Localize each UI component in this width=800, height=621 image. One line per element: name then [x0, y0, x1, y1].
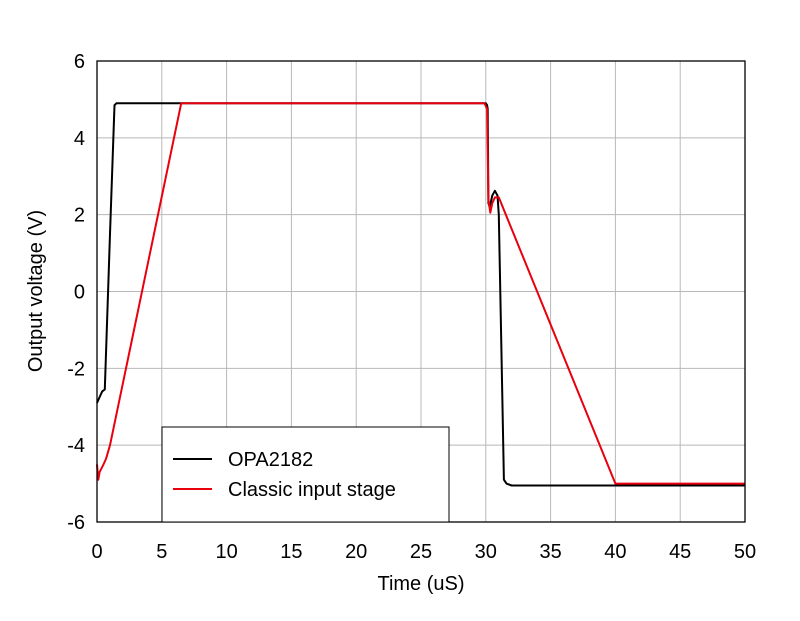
- y-tick-labels: -6 -4 -2 0 2 4 6: [67, 51, 85, 534]
- x-tick-label: 15: [280, 541, 302, 563]
- x-tick-label: 50: [734, 541, 756, 563]
- x-axis-label: Time (uS): [377, 573, 464, 595]
- y-tick-label: -4: [67, 435, 85, 457]
- x-tick-label: 0: [91, 541, 102, 563]
- x-tick-label: 35: [539, 541, 561, 563]
- legend: OPA2182 Classic input stage: [161, 426, 450, 523]
- series-line-classic-input-stage: [96, 102, 745, 485]
- series-layer: [96, 102, 745, 487]
- y-tick-label: 4: [74, 128, 85, 150]
- y-tick-label: -2: [67, 358, 85, 380]
- x-tick-label: 25: [410, 541, 432, 563]
- y-tick-label: 2: [74, 205, 85, 227]
- x-tick-label: 45: [669, 541, 691, 563]
- x-tick-label: 10: [215, 541, 237, 563]
- x-tick-label: 30: [475, 541, 497, 563]
- x-tick-label: 20: [345, 541, 367, 563]
- legend-box: [161, 426, 450, 523]
- y-tick-label: -6: [67, 512, 85, 534]
- y-tick-label: 0: [74, 282, 85, 304]
- x-tick-labels: 0 5 10 15 20 25 30 35 40 45 50: [91, 541, 756, 563]
- y-axis-label: Output voltage (V): [25, 210, 47, 372]
- legend-label-classic-input-stage: Classic input stage: [228, 479, 396, 501]
- legend-label-opa2182: OPA2182: [228, 449, 313, 471]
- x-tick-label: 5: [156, 541, 167, 563]
- y-tick-label: 6: [74, 51, 85, 73]
- x-tick-label: 40: [604, 541, 626, 563]
